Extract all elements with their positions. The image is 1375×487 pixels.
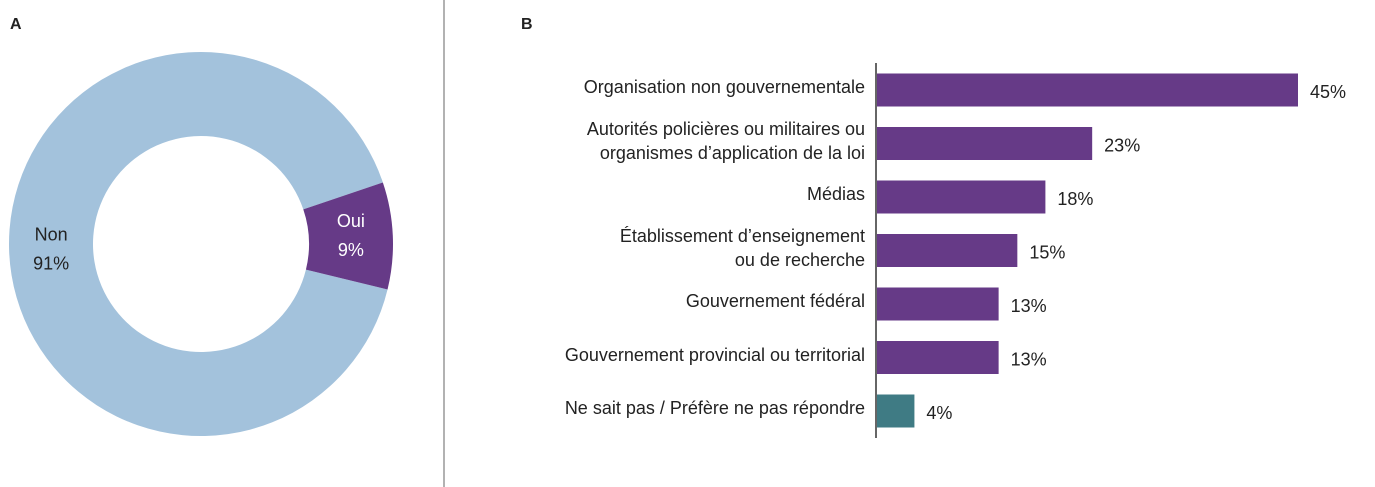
bar	[877, 180, 1046, 214]
slice-label: Oui	[337, 211, 365, 231]
slice-value: 9%	[338, 240, 364, 260]
bar	[877, 234, 1018, 267]
bar	[877, 127, 1093, 160]
bar	[877, 341, 999, 374]
bar	[877, 287, 999, 321]
category-label: Gouvernement provincial ou territorial	[564, 344, 865, 365]
panel-label: A	[10, 16, 22, 33]
slice-value: 91%	[33, 253, 69, 273]
value-label: 45%	[1310, 82, 1346, 102]
value-label: 4%	[926, 403, 952, 423]
donut-slice	[8, 52, 388, 437]
value-label: 18%	[1057, 189, 1093, 209]
value-label: 13%	[1011, 349, 1047, 369]
donut-slice	[303, 182, 394, 290]
category-label: Établissement d’enseignement ou de reche…	[619, 225, 865, 270]
category-label: Gouvernement fédéral	[685, 291, 865, 311]
category-label: Ne sait pas / Préfère ne pas répondre	[564, 398, 865, 418]
bar	[877, 394, 915, 428]
bar	[877, 73, 1298, 107]
category-label: Médias	[806, 184, 865, 204]
value-label: 13%	[1011, 296, 1047, 316]
slice-label: Non	[35, 224, 68, 244]
category-label: Autorités policières ou militaires ou or…	[586, 118, 865, 163]
category-label: Organisation non gouvernementale	[583, 77, 865, 97]
value-label: 23%	[1104, 135, 1140, 155]
value-label: 15%	[1029, 242, 1065, 262]
panel-label: B	[521, 16, 533, 33]
